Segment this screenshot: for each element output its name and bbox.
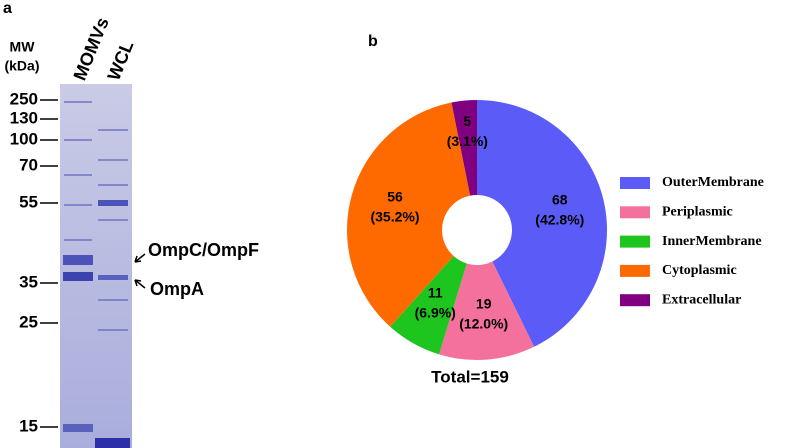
gel-band (63, 272, 93, 281)
legend-label: Periplasmic (662, 205, 733, 220)
gel-band (63, 255, 93, 265)
legend-label: InnerMembrane (662, 234, 762, 249)
legend-swatch (620, 294, 650, 307)
gel-band (98, 200, 128, 206)
marker-label: 250 (10, 89, 38, 108)
gel-band (98, 275, 128, 280)
percent-label: (12.0%) (459, 315, 508, 331)
marker-label: 15 (19, 416, 38, 435)
value-label: 56 (387, 188, 403, 204)
arrow (134, 253, 146, 263)
total-label: Total=159 (431, 367, 509, 386)
annotation: OmpC/OmpF (148, 240, 259, 260)
marker-label: 130 (10, 108, 38, 127)
gel-band (63, 424, 93, 432)
donut-slice (451, 100, 477, 196)
donut-slice (390, 256, 467, 355)
percent-label: (42.8%) (535, 212, 584, 228)
legend-swatch (620, 235, 650, 248)
percent-label: (35.2%) (370, 208, 419, 224)
donut-slice (347, 102, 471, 327)
legend-label: Extracellular (662, 292, 741, 307)
value-label: 5 (463, 113, 471, 129)
legend-swatch (620, 264, 650, 277)
percent-label: (6.9%) (415, 305, 456, 321)
value-label: 11 (428, 285, 443, 301)
legend-label: OuterMembrane (662, 175, 764, 190)
mw-label: MW (10, 39, 36, 55)
panel-label: b (368, 33, 378, 50)
legend-swatch (620, 206, 650, 219)
percent-label: (3.1%) (447, 133, 488, 149)
gel-band (95, 438, 130, 448)
marker-label: 25 (19, 312, 38, 331)
annotation: OmpA (150, 279, 204, 299)
mw-label: (kDa) (4, 58, 39, 74)
marker-label: 100 (10, 129, 38, 148)
donut-slice (439, 261, 535, 360)
panel-a: a MW (kDa) MOMVs WCL 2501301007055352515… (3, 0, 259, 448)
arrow (134, 279, 146, 289)
marker-label: 35 (19, 272, 38, 291)
lane-label: WCL (104, 38, 138, 83)
legend-label: Cytoplasmic (662, 263, 737, 278)
donut-slice (477, 100, 607, 347)
value-label: 19 (476, 295, 492, 311)
panel-label: a (3, 0, 12, 17)
gel-bands (64, 101, 128, 331)
legend-swatch (620, 177, 650, 189)
gel (60, 84, 132, 448)
value-label: 68 (552, 192, 568, 208)
marker-label: 55 (19, 192, 38, 211)
marker-label: 70 (19, 155, 38, 174)
panel-b: b Total=159 68 (42.8%) OuterMembrane 19 (12.… (347, 33, 764, 386)
